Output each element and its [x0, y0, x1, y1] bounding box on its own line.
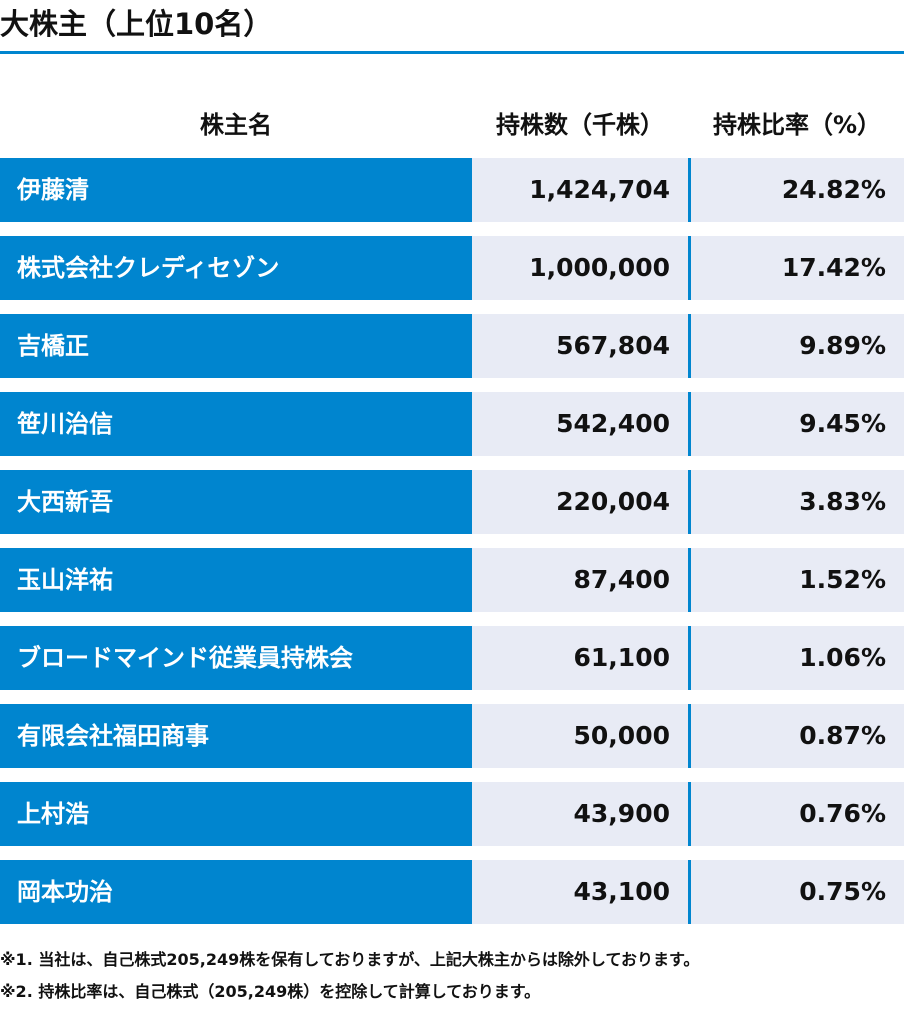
ownership-ratio: 1.52% — [691, 548, 904, 612]
ownership-ratio: 0.87% — [691, 704, 904, 768]
shareholder-name: 吉橋正 — [0, 314, 472, 378]
shares-held: 43,100 — [472, 860, 688, 924]
footnotes: ※1. 当社は、自己株式205,249株を保有しておりますが、上記大株主からは除… — [0, 944, 904, 1008]
column-header-name: 株主名 — [200, 111, 272, 139]
column-divider — [688, 470, 691, 534]
footnote-treasury-stock-excluded: ※1. 当社は、自己株式205,249株を保有しておりますが、上記大株主からは除… — [0, 950, 700, 969]
shareholder-name: 株式会社クレディセゾン — [0, 236, 472, 300]
table-header: 株主名 持株数（千株） 持株比率（%） — [0, 103, 904, 147]
column-divider — [688, 782, 691, 846]
column-divider — [688, 236, 691, 300]
ownership-ratio: 1.06% — [691, 626, 904, 690]
table-row: 吉橋正 567,804 9.89% — [0, 314, 904, 378]
shares-held: 542,400 — [472, 392, 688, 456]
shareholder-name: 上村浩 — [0, 782, 472, 846]
table-row: 有限会社福田商事 50,000 0.87% — [0, 704, 904, 768]
table-row: 岡本功治 43,100 0.75% — [0, 860, 904, 924]
shares-held: 61,100 — [472, 626, 688, 690]
shareholder-name: 岡本功治 — [0, 860, 472, 924]
ownership-ratio: 24.82% — [691, 158, 904, 222]
shareholder-name: 伊藤清 — [0, 158, 472, 222]
shares-held: 1,424,704 — [472, 158, 688, 222]
shareholder-name: ブロードマインド従業員持株会 — [0, 626, 472, 690]
title-underline — [0, 51, 904, 54]
table-row: 大西新吾 220,004 3.83% — [0, 470, 904, 534]
ownership-ratio: 9.89% — [691, 314, 904, 378]
shareholder-name: 玉山洋祐 — [0, 548, 472, 612]
shareholder-name: 笹川治信 — [0, 392, 472, 456]
shares-held: 567,804 — [472, 314, 688, 378]
column-divider — [688, 548, 691, 612]
ownership-ratio: 17.42% — [691, 236, 904, 300]
shareholder-name: 有限会社福田商事 — [0, 704, 472, 768]
column-header-shares: 持株数（千株） — [496, 111, 664, 139]
shares-held: 220,004 — [472, 470, 688, 534]
table-row: 株式会社クレディセゾン 1,000,000 17.42% — [0, 236, 904, 300]
ownership-ratio: 0.75% — [691, 860, 904, 924]
column-divider — [688, 392, 691, 456]
column-divider — [688, 626, 691, 690]
shares-held: 50,000 — [472, 704, 688, 768]
table-row: 上村浩 43,900 0.76% — [0, 782, 904, 846]
footnote-ratio-calculation: ※2. 持株比率は、自己株式（205,249株）を控除して計算しております。 — [0, 982, 541, 1001]
ownership-ratio: 9.45% — [691, 392, 904, 456]
table-row: ブロードマインド従業員持株会 61,100 1.06% — [0, 626, 904, 690]
table-row: 玉山洋祐 87,400 1.52% — [0, 548, 904, 612]
column-header-ratio: 持株比率（%） — [712, 111, 882, 139]
table-row: 笹川治信 542,400 9.45% — [0, 392, 904, 456]
shares-held: 87,400 — [472, 548, 688, 612]
column-divider — [688, 704, 691, 768]
ownership-ratio: 0.76% — [691, 782, 904, 846]
page-title: 大株主（上位10名） — [0, 7, 273, 41]
column-divider — [688, 158, 691, 222]
ownership-ratio: 3.83% — [691, 470, 904, 534]
shares-held: 1,000,000 — [472, 236, 688, 300]
shareholder-name: 大西新吾 — [0, 470, 472, 534]
column-divider — [688, 860, 691, 924]
shares-held: 43,900 — [472, 782, 688, 846]
column-divider — [688, 314, 691, 378]
table-row: 伊藤清 1,424,704 24.82% — [0, 158, 904, 222]
